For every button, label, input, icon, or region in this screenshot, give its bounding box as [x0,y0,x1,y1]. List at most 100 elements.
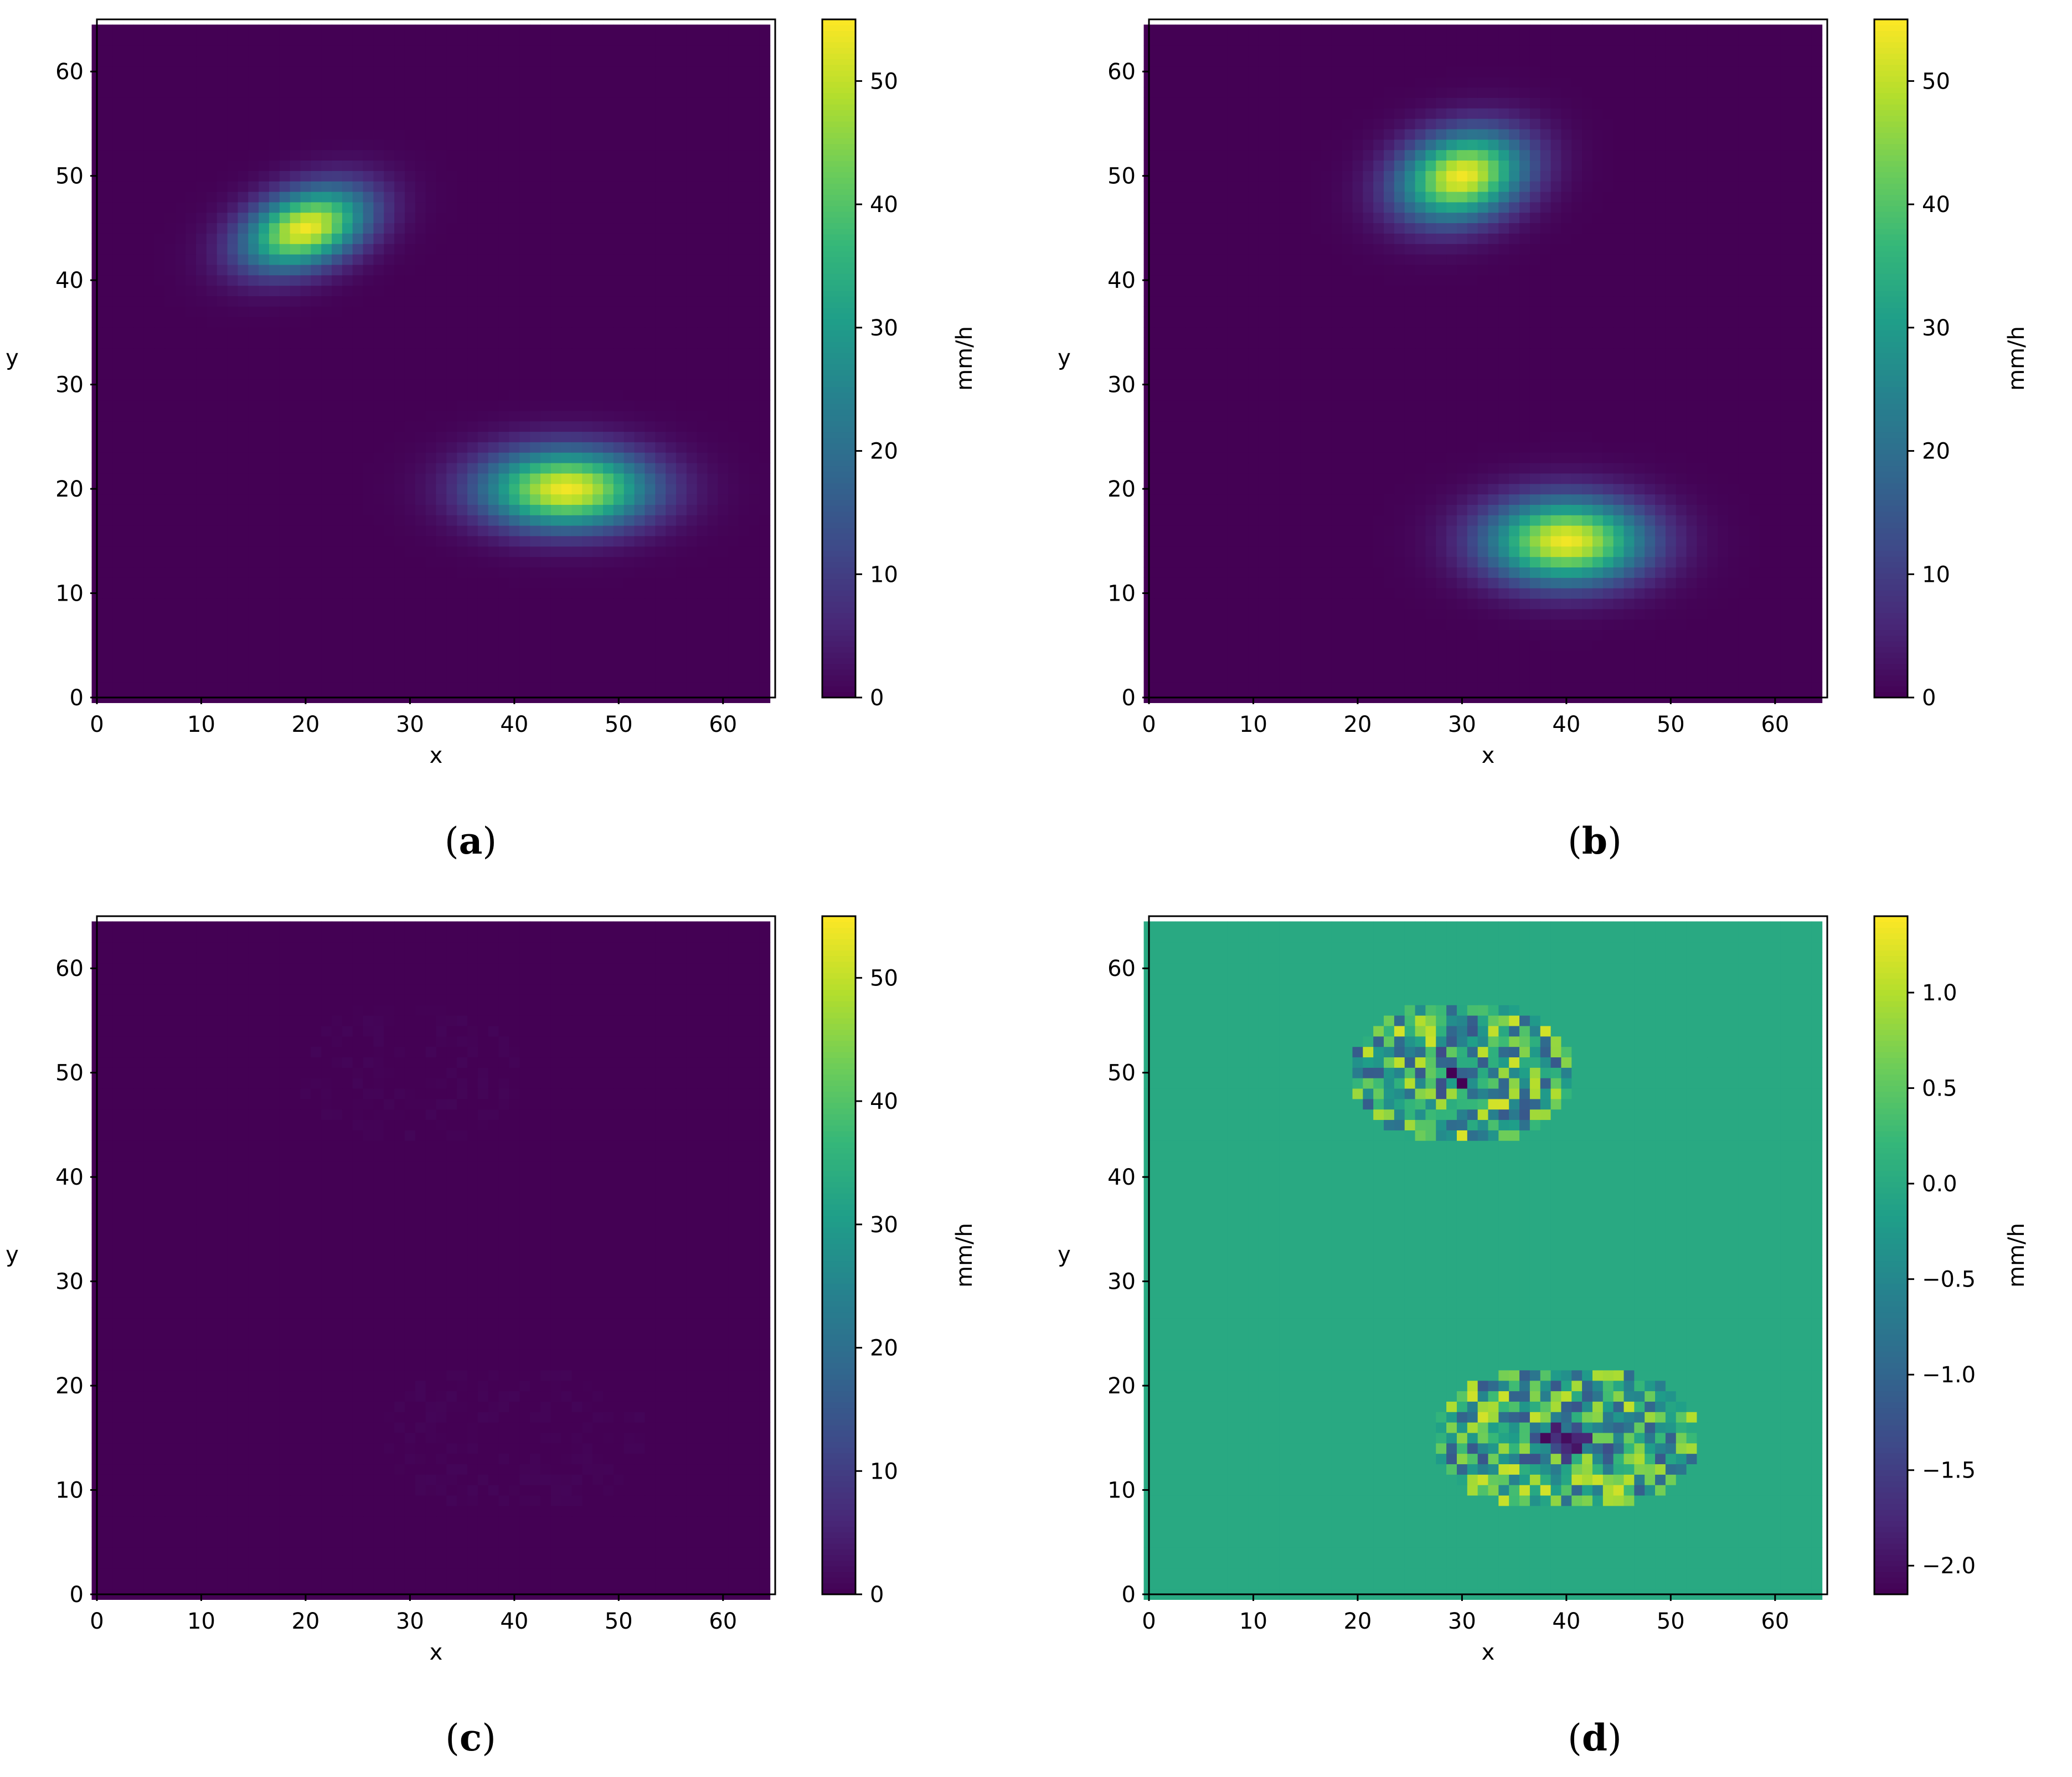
y-tick-label: 60 [55,956,84,982]
colorbar-tick-label: 20 [870,1336,898,1361]
heatmap-cells [91,24,771,704]
y-axis-label: y [6,345,19,371]
panel-c: 0 10 20 30 40 50 60 0 10 20 30 40 50 60 x y 0 10 20 30 40 50 m… [0,897,997,1672]
y-tick-label: 40 [55,268,84,293]
x-axis-label: x [1482,743,1495,768]
colorbar-tick-label: 30 [870,1212,898,1238]
y-tick-label: 20 [55,477,84,502]
x-tick-label: 50 [1657,712,1685,737]
heatmap-cells [1143,921,1823,1600]
x-tick-label: 20 [1343,712,1372,737]
y-tick-label: 50 [55,1061,84,1086]
heatmap-chart-b: 0 10 20 30 40 50 60 0 10 20 30 40 50 60 x y 0 10 20 30 40 50 m… [1058,18,2029,768]
colorbar-label: mm/h [2004,1223,2029,1288]
heatmap-chart-a: 0 10 20 30 40 50 60 0 10 20 30 40 50 60 x y 0 10 20 30 40 50 m… [6,18,977,768]
colorbar-label: mm/h [952,1223,977,1288]
y-axis-label: y [1058,345,1071,371]
x-tick-label: 60 [1761,1609,1789,1634]
colorbar-frame [821,18,857,699]
colorbar-tick-label: 30 [870,316,898,341]
heatmap-cells [1143,24,1823,704]
x-axis-label: x [430,1640,443,1665]
colorbar-tick-label: −0.5 [1922,1267,1976,1293]
x-axis-label: x [1482,1640,1495,1665]
y-axis-label: y [1058,1242,1071,1268]
y-tick-label: 30 [1107,1269,1136,1295]
heatmap-chart-c: 0 10 20 30 40 50 60 0 10 20 30 40 50 60 x y 0 10 20 30 40 50 m… [6,915,977,1665]
colorbar-label: mm/h [952,326,977,391]
x-tick-label: 20 [291,1609,319,1634]
colorbar-tick-label: −2.0 [1922,1553,1976,1579]
colorbar-tick-label: 0 [1922,685,1936,711]
colorbar-tick-label: 30 [1922,316,1950,341]
x-tick-label: 40 [1552,1609,1580,1634]
y-tick-label: 40 [1107,1165,1136,1190]
colorbar [1874,19,1908,698]
y-tick-label: 50 [1107,1061,1136,1086]
y-tick-label: 60 [55,59,84,85]
colorbar-tick-label: 20 [870,439,898,464]
y-tick-label: 40 [1107,268,1136,293]
x-tick-label: 60 [709,1609,737,1634]
y-axis-label: y [6,1242,19,1268]
plot-frame [1148,915,1828,1595]
x-tick-label: 0 [90,712,104,737]
heatmap-cells [91,921,771,1600]
colorbar-tick-label: 40 [870,1089,898,1114]
plot-frame [1148,18,1828,699]
x-axis-label: x [430,743,443,768]
colorbar [822,916,855,1595]
y-tick-label: 30 [1107,373,1136,398]
colorbar-tick-label: 50 [870,69,898,94]
x-tick-label: 10 [1239,1609,1267,1634]
colorbar-tick-label: 0 [870,1582,884,1608]
x-tick-label: 10 [187,712,215,737]
colorbar-tick-label: 0 [870,685,884,711]
colorbar [822,19,855,698]
colorbar-frame [821,915,857,1595]
colorbar-tick-label: 40 [870,192,898,218]
colorbar-tick-label: 20 [1922,439,1950,464]
x-tick-label: 50 [605,712,633,737]
x-tick-label: 0 [90,1609,104,1634]
x-tick-label: 10 [1239,712,1267,737]
y-tick-label: 10 [1107,1478,1136,1504]
y-tick-label: 10 [55,1478,84,1504]
colorbar-tick-label: 1.0 [1922,980,1957,1006]
colorbar [1874,916,1908,1595]
x-tick-label: 20 [1343,1609,1372,1634]
plot-frame [96,915,776,1595]
x-tick-label: 40 [1552,712,1580,737]
y-tick-label: 20 [55,1373,84,1399]
y-tick-label: 30 [55,373,84,398]
x-tick-label: 50 [1657,1609,1685,1634]
colorbar-frame [1873,18,1909,699]
y-tick-label: 30 [55,1269,84,1295]
y-tick-label: 40 [55,1165,84,1190]
plot-frame [96,18,776,699]
x-tick-label: 0 [1142,1609,1156,1634]
colorbar-tick-label: 50 [1922,69,1950,94]
colorbar-tick-label: 0.5 [1922,1076,1957,1102]
caption-b: (b) [1568,819,1622,862]
y-tick-label: 10 [55,581,84,607]
x-tick-label: 30 [396,712,424,737]
y-tick-label: 0 [1122,685,1136,711]
y-tick-label: 0 [70,1582,84,1608]
x-tick-label: 40 [500,712,528,737]
x-tick-label: 40 [500,1609,528,1634]
colorbar-label: mm/h [2004,326,2029,391]
y-tick-label: 10 [1107,581,1136,607]
x-tick-label: 30 [1448,1609,1476,1634]
caption-c: (c) [445,1716,496,1759]
colorbar-tick-label: −1.5 [1922,1458,1976,1484]
y-tick-label: 50 [1107,164,1136,189]
caption-d: (d) [1568,1716,1622,1759]
colorbar-tick-label: 40 [1922,192,1950,218]
x-tick-label: 50 [605,1609,633,1634]
x-tick-label: 30 [1448,712,1476,737]
y-tick-label: 20 [1107,477,1136,502]
x-tick-label: 10 [187,1609,215,1634]
panel-a: 0 10 20 30 40 50 60 0 10 20 30 40 50 60 x y 0 10 20 30 40 50 m… [0,0,997,775]
heatmap-chart-d: 0 10 20 30 40 50 60 0 10 20 30 40 50 60 x y 1.0 0.5 0.0 −0.… [1058,915,2029,1665]
